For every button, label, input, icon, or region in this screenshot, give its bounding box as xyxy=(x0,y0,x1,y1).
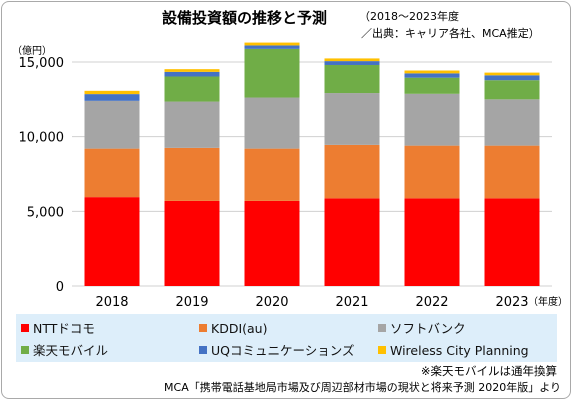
legend-swatch xyxy=(21,324,29,332)
x-tick-label: 2018 xyxy=(95,295,128,310)
bar-segment xyxy=(404,198,460,286)
y-tick-label: 15,000 xyxy=(19,56,65,71)
legend-label: ソフトバンク xyxy=(390,321,466,336)
y-tick-label: 10,000 xyxy=(19,131,65,146)
legend-label: 楽天モバイル xyxy=(33,343,108,358)
bar-segment xyxy=(84,197,140,286)
legend-label: Wireless City Planning xyxy=(390,343,529,358)
bar-segment xyxy=(484,145,540,199)
x-tick-label: 2022 xyxy=(415,295,448,310)
bar-segment xyxy=(164,200,220,286)
bar-segment xyxy=(244,148,300,201)
y-axis-unit-label: （億円） xyxy=(12,44,52,57)
y-tick-labels: 0 5,000 10,000 15,000 xyxy=(19,56,65,295)
bar-segment xyxy=(484,80,540,100)
bar-segment xyxy=(324,58,380,62)
bar-segment xyxy=(484,198,540,286)
legend-label: KDDI(au) xyxy=(211,321,267,336)
bar-segment xyxy=(484,72,540,76)
y-tick-label: 5,000 xyxy=(27,205,64,220)
bar-segment xyxy=(404,93,460,146)
x-tick-label: 2020 xyxy=(255,295,288,310)
bar-segment xyxy=(84,148,140,198)
bar-segment xyxy=(324,61,380,65)
bar-segment xyxy=(244,200,300,286)
bar-segment xyxy=(164,147,220,201)
bar-segment xyxy=(324,144,380,199)
legend-label: UQコミュニケーションズ xyxy=(211,343,355,358)
bar-segment xyxy=(164,76,220,102)
bars xyxy=(84,42,540,286)
chart-subtitle-line1: （2018～2023年度 xyxy=(359,9,459,23)
bar-segment xyxy=(404,73,460,78)
bar-segment xyxy=(324,198,380,286)
year-suffix-label: （年度） xyxy=(528,295,568,308)
bar-segment xyxy=(164,101,220,148)
x-tick-label: 2021 xyxy=(335,295,368,310)
bar-segment xyxy=(244,48,300,98)
legend-box xyxy=(16,314,557,362)
bar-segment xyxy=(404,77,460,94)
grid-lines xyxy=(72,61,552,287)
x-tick-labels: 2018 2019 2020 2021 2022 2023 xyxy=(95,295,528,310)
bar-segment xyxy=(84,94,140,101)
legend-swatch xyxy=(199,346,207,354)
bar-segment xyxy=(484,75,540,81)
bar-segment xyxy=(84,100,140,149)
legend-label: NTTドコモ xyxy=(33,321,95,336)
bar-segment xyxy=(164,69,220,72)
bar-segment xyxy=(404,145,460,199)
y-tick-label: 0 xyxy=(56,280,64,295)
bar-segment xyxy=(244,45,300,49)
chart-title: 設備投資額の推移と予測 xyxy=(162,9,327,27)
bar-segment xyxy=(244,97,300,149)
bar-segment xyxy=(164,71,220,77)
x-tick-label: 2019 xyxy=(175,295,208,310)
bar-segment xyxy=(484,99,540,146)
bar-segment xyxy=(404,70,460,74)
note-source: MCA「携帯電話基地局市場及び周辺部材市場の現状と将来予測 2020年版」より xyxy=(164,380,561,394)
legend-swatch xyxy=(21,346,29,354)
note-rakuten: ※楽天モバイルは通年換算 xyxy=(421,364,557,378)
bar-segment xyxy=(324,64,380,94)
chart-subtitle-line2: ／出典：キャリア各社、MCA推定） xyxy=(361,26,540,40)
bar-segment xyxy=(324,93,380,145)
bar-segment xyxy=(84,90,140,95)
legend-swatch xyxy=(378,346,386,354)
x-tick-label: 2023 xyxy=(495,295,528,310)
legend-swatch xyxy=(378,324,386,332)
legend-swatch xyxy=(199,324,207,332)
bar-segment xyxy=(244,42,300,46)
